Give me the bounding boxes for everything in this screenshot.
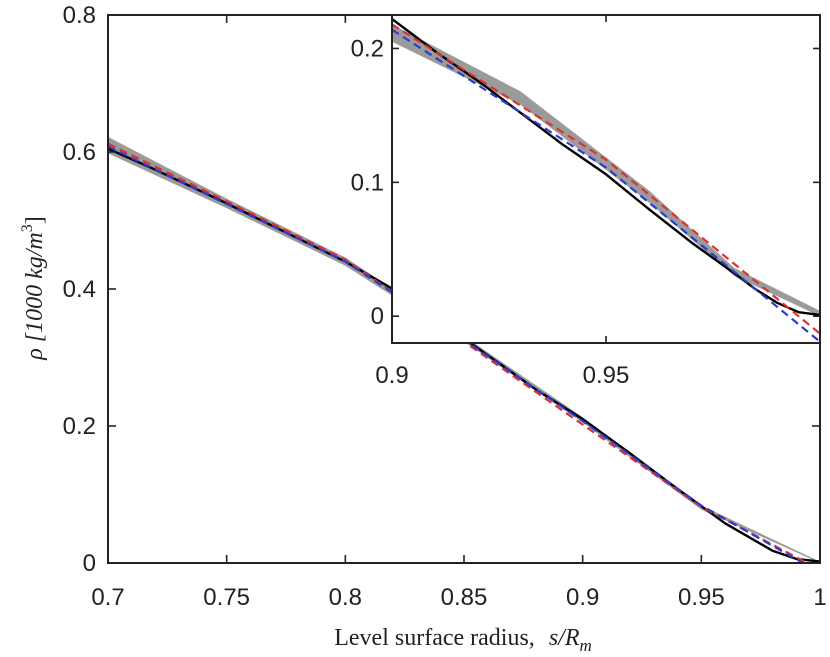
inset-y-tick-label: 0: [371, 303, 384, 330]
inset-series-layer: [392, 18, 820, 343]
inset-series-2-dashed-line: [392, 23, 820, 335]
x-axis-label: Level surface radius, s/Rm: [334, 625, 592, 655]
main-y-tick-label: 0.4: [63, 276, 96, 303]
main-ticks: 0.7 0.75 0.8 0.85 0.9 0.95 1 0 0.2 0.4 0.6 0.8: [63, 2, 827, 611]
inset-series-3-dashed-line: [392, 28, 820, 343]
inset-series-band: [392, 24, 820, 317]
main-y-tick-label: 0.2: [63, 413, 96, 440]
inset-series-1-solid-line: [392, 18, 820, 317]
main-plot: 0.7 0.75 0.8 0.85 0.9 0.95 1 0 0.2 0.4 0.6 0.8: [63, 2, 827, 611]
main-x-tick-label: 0.8: [329, 584, 362, 611]
inset-y-tick-label: 0.1: [351, 169, 384, 196]
main-x-tick-label: 1: [813, 584, 826, 611]
main-x-tick-label: 0.75: [203, 584, 250, 611]
main-y-tick-label: 0: [83, 550, 96, 577]
x-axis-label-text: Level surface radius,: [334, 625, 535, 651]
inset-ticks: 0.9 0.95 0 0.1 0.2: [351, 15, 820, 389]
main-x-tick-label: 0.7: [91, 584, 124, 611]
y-axis-label: ρ [1000 kg/m3]: [19, 216, 48, 361]
y-axis-label-sup: 3: [19, 224, 36, 232]
main-x-tick-label: 0.85: [441, 584, 488, 611]
inset-x-tick-label: 0.9: [375, 362, 408, 389]
inset-y-tick-label: 0.2: [351, 35, 384, 62]
main-y-tick-label: 0.6: [63, 139, 96, 166]
inset-x-tick-label: 0.95: [583, 362, 630, 389]
y-axis-label-text: ρ [1000 kg/m: [22, 232, 48, 361]
y-axis-label-close: ]: [22, 216, 48, 224]
x-axis-label-sub: m: [579, 636, 591, 655]
main-x-tick-label: 0.9: [566, 584, 599, 611]
main-x-tick-label: 0.95: [678, 584, 725, 611]
x-axis-label-math: s/R: [549, 625, 580, 651]
inset-plot: 0.9 0.95 0 0.1 0.2: [351, 14, 821, 389]
main-y-tick-label: 0.8: [63, 2, 96, 29]
